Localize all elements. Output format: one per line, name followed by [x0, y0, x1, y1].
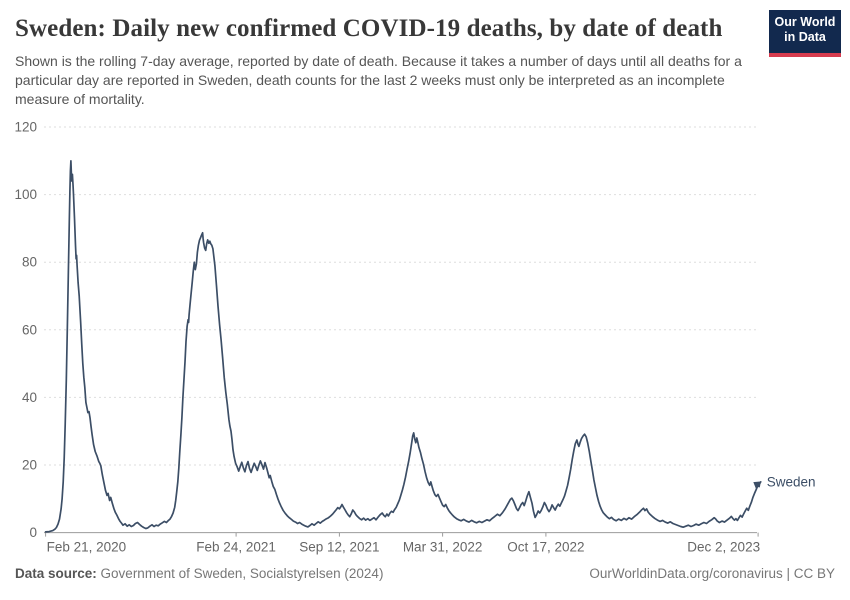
chart-subtitle: Shown is the rolling 7-day average, repo… [15, 53, 742, 107]
data-source-label: Data source: [15, 566, 97, 581]
sweden-line [44, 159, 762, 533]
credit-link[interactable]: OurWorldinData.org/coronavirus | CC BY [589, 566, 835, 581]
y-tick-label-100: 100 [14, 187, 37, 202]
y-tick-label-40: 40 [22, 390, 37, 405]
y-tick-label-60: 60 [22, 322, 37, 337]
data-source-value: Government of Sweden, Socialstyrelsen (2… [100, 566, 384, 581]
x-tick-label-3: Mar 31, 2022 [403, 540, 483, 555]
y-tick-label-20: 20 [22, 458, 37, 473]
owid-logo-line1: Our World [774, 15, 836, 29]
y-tick-label-80: 80 [22, 255, 37, 270]
x-tick-label-2: Sep 12, 2021 [299, 540, 379, 555]
series-label-sweden: Sweden [767, 474, 816, 489]
chart-title: Sweden: Daily new confirmed COVID-19 dea… [15, 15, 723, 42]
data-source-note: Data source: Government of Sweden, Socia… [15, 566, 383, 581]
y-tick-label-120: 120 [14, 120, 37, 135]
x-tick-label-5: Dec 2, 2023 [687, 540, 760, 555]
y-tick-label-0: 0 [29, 525, 37, 540]
line-end-arrow-icon [753, 481, 762, 489]
x-tick-label-0: Feb 21, 2020 [47, 540, 127, 555]
x-tick-label-1: Feb 24, 2021 [196, 540, 276, 555]
x-tick-label-4: Oct 17, 2022 [507, 540, 584, 555]
owid-logo: Our World in Data [769, 10, 841, 57]
owid-logo-line2: in Data [784, 30, 826, 44]
